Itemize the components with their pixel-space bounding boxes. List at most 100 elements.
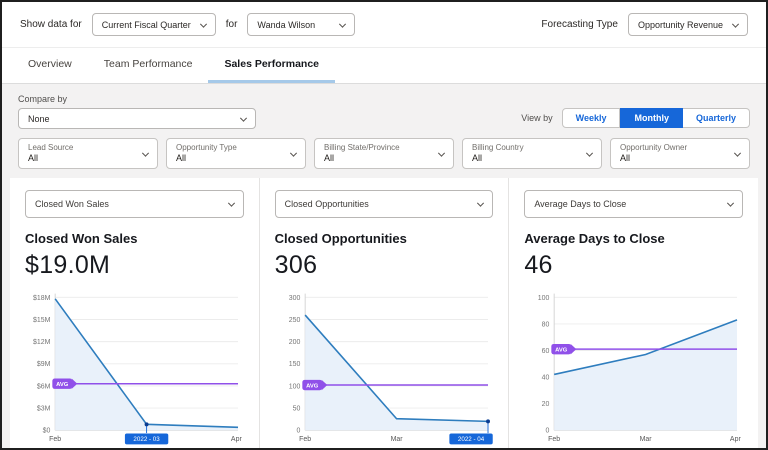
sales-performance-panel: Compare by None View by Weekly Monthly Q… — [2, 84, 766, 448]
tab-overview[interactable]: Overview — [28, 58, 72, 70]
svg-text:100: 100 — [288, 383, 300, 390]
filter-value: All — [472, 153, 483, 163]
svg-text:$3M: $3M — [37, 406, 51, 413]
fiscal-period-select[interactable]: Current Fiscal Quarter — [91, 13, 216, 36]
svg-text:2022 - 04: 2022 - 04 — [458, 436, 485, 443]
forecasting-type-value: Opportunity Revenue — [637, 19, 723, 30]
svg-text:$15M: $15M — [33, 317, 51, 324]
chevron-down-icon — [731, 20, 740, 28]
opportunity-type-filter[interactable]: Opportunity Type All — [166, 138, 306, 169]
metric-select-closed-opportunities[interactable]: Closed Opportunities — [274, 190, 494, 218]
filter-label: Lead Source — [28, 143, 74, 152]
opportunity-owner-filter[interactable]: Opportunity Owner All — [610, 138, 750, 169]
svg-text:80: 80 — [542, 321, 550, 328]
view-by-group: View by Weekly Monthly Quarterly — [521, 108, 750, 129]
show-data-for-label: Show data for — [20, 19, 82, 30]
closed-opportunities-chart[interactable]: 300 250 200 150 100 50 0 AVG Feb Mar 2022 - 04 — [275, 285, 494, 448]
chevron-down-icon — [227, 199, 235, 207]
metric-select-value: Closed Opportunities — [284, 199, 369, 209]
tab-bar: Overview Team Performance Sales Performa… — [2, 48, 766, 84]
filter-label: Billing Country — [472, 143, 524, 152]
svg-text:50: 50 — [292, 406, 300, 413]
view-by-segmented-control: Weekly Monthly Quarterly — [561, 108, 750, 128]
svg-text:$9M: $9M — [37, 361, 51, 368]
svg-text:60: 60 — [542, 348, 550, 355]
chevron-down-icon — [289, 149, 298, 157]
metric-select-value: Average Days to Close — [534, 199, 627, 209]
svg-text:0: 0 — [296, 428, 300, 435]
svg-text:200: 200 — [288, 339, 300, 346]
closed-opportunities-card: Closed Opportunities Closed Opportunitie… — [258, 178, 509, 448]
svg-text:100: 100 — [538, 295, 550, 302]
top-bar: Show data for Current Fiscal Quarter for… — [2, 2, 766, 48]
chevron-down-icon — [339, 20, 347, 28]
chevron-down-icon — [726, 199, 735, 207]
view-by-quarterly-button[interactable]: Quarterly — [682, 108, 750, 128]
user-select-value: Wanda Wilson — [257, 19, 316, 30]
filter-label: Billing State/Province — [324, 143, 400, 152]
chevron-down-icon — [437, 149, 446, 157]
forecasting-type-group: Forecasting Type Opportunity Revenue — [541, 13, 748, 36]
svg-text:Feb: Feb — [299, 436, 311, 443]
view-by-weekly-button[interactable]: Weekly — [561, 108, 621, 128]
average-days-to-close-card: Average Days to Close Average Days to Cl… — [508, 178, 758, 448]
svg-text:Apr: Apr — [231, 436, 243, 443]
metric-big-value: 306 — [274, 251, 318, 279]
svg-text:20: 20 — [542, 401, 550, 408]
view-by-monthly-button[interactable]: Monthly — [620, 108, 683, 128]
svg-text:40: 40 — [542, 375, 550, 382]
tab-team-performance[interactable]: Team Performance — [103, 58, 193, 70]
svg-text:150: 150 — [288, 361, 300, 368]
metric-select-average-days-to-close[interactable]: Average Days to Close — [524, 190, 744, 218]
svg-text:AVG: AVG — [56, 382, 69, 388]
svg-text:$6M: $6M — [37, 383, 51, 390]
metric-big-value: 46 — [524, 251, 553, 279]
card-title: Closed Opportunities — [274, 231, 407, 246]
billing-state-filter[interactable]: Billing State/Province All — [314, 138, 454, 169]
svg-text:0: 0 — [546, 428, 550, 435]
filter-label: Opportunity Owner — [620, 143, 688, 152]
tab-sales-performance[interactable]: Sales Performance — [208, 48, 336, 83]
average-days-to-close-chart[interactable]: 100 80 60 40 20 0 AVG Feb Mar Apr — [524, 285, 743, 448]
svg-text:$0: $0 — [43, 428, 51, 435]
svg-text:$12M: $12M — [33, 339, 51, 346]
compare-by-value: None — [28, 113, 50, 124]
svg-text:Feb: Feb — [548, 436, 560, 443]
chevron-down-icon — [239, 114, 248, 122]
card-title: Average Days to Close — [524, 231, 665, 246]
svg-text:250: 250 — [288, 317, 300, 324]
fiscal-period-value: Current Fiscal Quarter — [101, 19, 191, 30]
chevron-down-icon — [141, 149, 150, 157]
filter-value: All — [324, 153, 335, 163]
chevron-down-icon — [733, 149, 742, 157]
filter-row: Lead Source All Opportunity Type All Bil… — [18, 138, 750, 169]
chevron-down-icon — [199, 20, 207, 28]
closed-won-sales-chart[interactable]: $18M $15M $12M $9M $6M $3M $0 AVG Feb 2022 - 03 Ap… — [25, 285, 244, 448]
metrics-panel: Closed Won Sales Closed Won Sales $19.0M… — [10, 178, 758, 448]
metric-big-value: $19.0M — [25, 251, 111, 279]
svg-text:AVG: AVG — [306, 383, 319, 389]
compare-by-select[interactable]: None — [18, 108, 256, 129]
card-title: Closed Won Sales — [25, 231, 138, 246]
svg-text:AVG: AVG — [555, 347, 568, 353]
for-label: for — [225, 19, 238, 30]
chevron-down-icon — [477, 199, 485, 207]
svg-text:$18M: $18M — [33, 295, 51, 302]
user-select[interactable]: Wanda Wilson — [247, 13, 356, 36]
forecasting-type-label: Forecasting Type — [541, 19, 618, 30]
filter-label: Opportunity Type — [176, 143, 237, 152]
billing-country-filter[interactable]: Billing Country All — [462, 138, 602, 169]
compare-by-group: Compare by None — [18, 94, 256, 129]
compare-view-row: Compare by None View by Weekly Monthly Q… — [18, 94, 750, 129]
chevron-down-icon — [585, 149, 594, 157]
view-by-label: View by — [521, 113, 553, 123]
lead-source-filter[interactable]: Lead Source All — [18, 138, 158, 169]
filter-value: All — [620, 153, 631, 163]
svg-text:300: 300 — [288, 295, 300, 302]
filter-value: All — [176, 153, 187, 163]
metric-select-value: Closed Won Sales — [35, 199, 109, 209]
forecasting-type-select[interactable]: Opportunity Revenue — [627, 13, 748, 36]
metric-select-closed-won-sales[interactable]: Closed Won Sales — [25, 190, 244, 218]
filter-value: All — [28, 153, 39, 163]
svg-text:Apr: Apr — [730, 436, 742, 443]
